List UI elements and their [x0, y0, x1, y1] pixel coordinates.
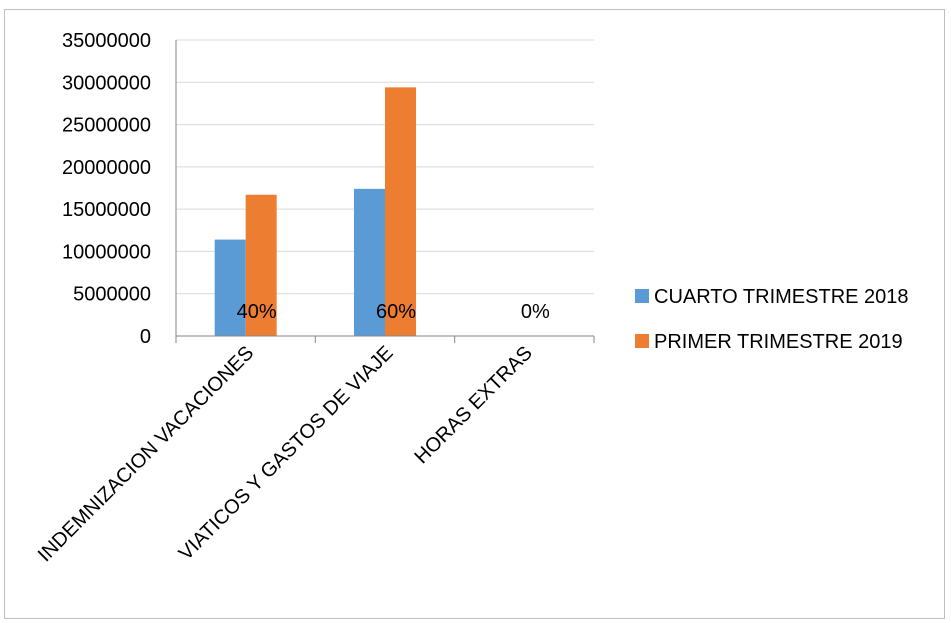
data-label: 40%: [237, 301, 277, 323]
bar: [245, 194, 277, 336]
x-tick-label: INDEMNIZACION VACACIONES: [34, 342, 258, 566]
y-axis: 0 5000000 10000000 15000000 20000000 25000000…: [62, 30, 177, 348]
bar: [385, 87, 416, 336]
legend: CUARTO TRIMESTRE 2018 PRIMER TRIMESTRE 20…: [635, 286, 909, 353]
data-label: 0%: [521, 301, 550, 323]
y-tick-label: 30000000: [62, 72, 151, 94]
legend-swatch: [635, 289, 649, 303]
bar: [214, 239, 246, 336]
y-tick-label: 35000000: [62, 30, 151, 52]
y-tick-label: 0: [140, 326, 151, 348]
legend-label: PRIMER TRIMESTRE 2019: [654, 331, 903, 353]
bars: [214, 87, 416, 336]
bar: [354, 188, 385, 336]
data-labels: 40% 60% 0%: [237, 301, 550, 323]
x-tick-label: HORAS EXTRAS: [411, 342, 537, 468]
y-tick-label: 15000000: [62, 199, 151, 221]
chart-area: [4, 9, 945, 619]
y-tick-label: 10000000: [62, 241, 151, 263]
legend-swatch: [635, 334, 649, 348]
legend-label: CUARTO TRIMESTRE 2018: [654, 286, 909, 308]
y-tick-label: 20000000: [62, 157, 151, 179]
y-tick-label: 5000000: [73, 284, 151, 306]
y-tick-label: 25000000: [62, 115, 151, 137]
data-label: 60%: [376, 301, 416, 323]
